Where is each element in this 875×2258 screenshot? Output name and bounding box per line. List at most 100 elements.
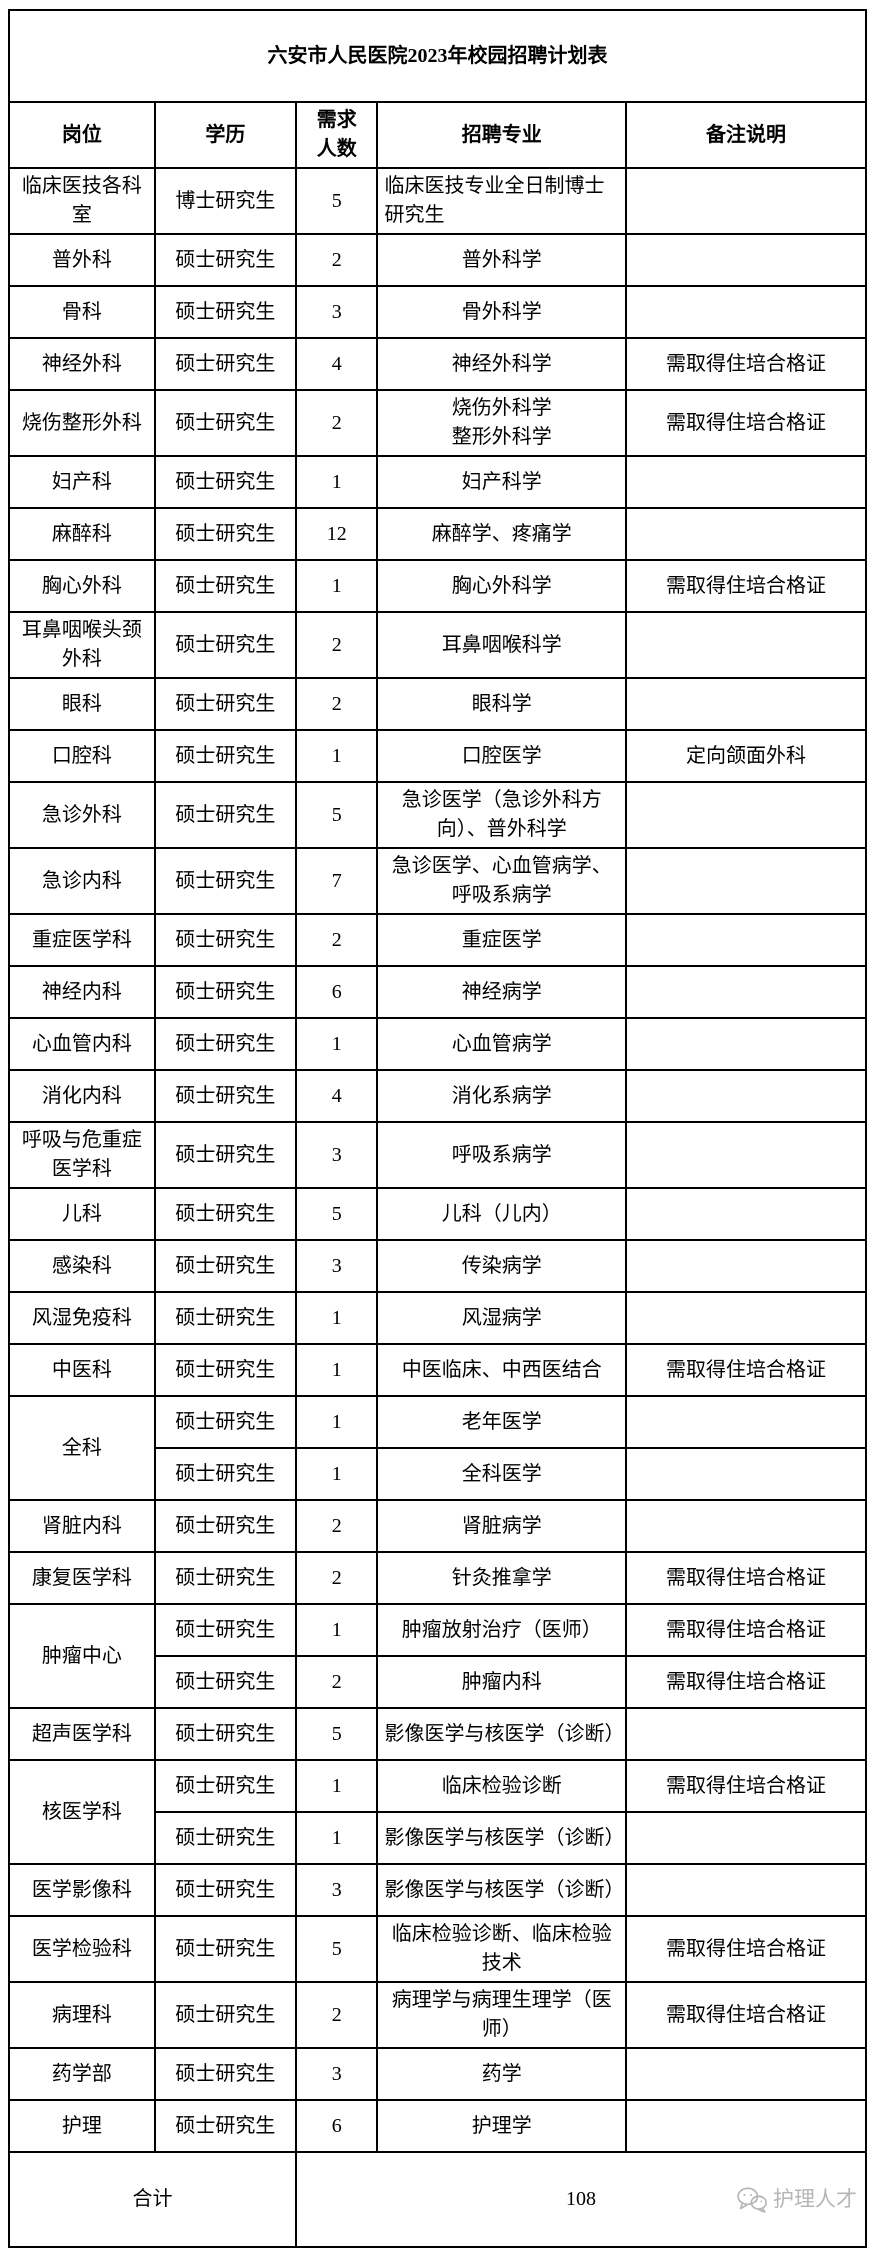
position-cell: 儿科 [8, 1187, 156, 1241]
count-cell: 2 [295, 611, 379, 679]
count-cell: 7 [295, 847, 379, 915]
education-cell: 硕士研究生 [153, 1395, 298, 1449]
education-cell: 硕士研究生 [153, 1499, 298, 1553]
major-cell: 病理学与病理生理学（医师） [376, 1981, 627, 2049]
education-cell: 硕士研究生 [153, 1551, 298, 1605]
major-cell: 影像医学与核医学（诊断） [376, 1707, 627, 1761]
header-major: 招聘专业 [376, 101, 627, 169]
position-cell: 心血管内科 [8, 1017, 156, 1071]
education-cell: 硕士研究生 [153, 285, 298, 339]
note-cell [625, 507, 867, 561]
count-cell: 5 [295, 1187, 379, 1241]
count-cell: 5 [295, 1707, 379, 1761]
major-cell: 神经外科学 [376, 337, 627, 391]
table-row: 全科 硕士研究生 1 老年医学 [8, 1395, 867, 1501]
education-cell: 硕士研究生 [153, 233, 298, 287]
education-cell: 硕士研究生 [153, 1069, 298, 1123]
education-cell: 硕士研究生 [153, 1017, 298, 1071]
position-cell: 普外科 [8, 233, 156, 287]
count-cell: 2 [295, 1981, 379, 2049]
education-cell: 硕士研究生 [153, 2047, 298, 2101]
note-cell [625, 285, 867, 339]
position-cell: 护理 [8, 2099, 156, 2153]
footer-total-value: 108 [566, 2188, 597, 2210]
education-cell: 硕士研究生 [153, 1655, 298, 1709]
count-cell: 1 [295, 1395, 379, 1449]
page-title: 六安市人民医院2023年校园招聘计划表 [8, 9, 867, 103]
note-cell [625, 1121, 867, 1189]
note-cell [625, 2047, 867, 2101]
position-cell: 急诊外科 [8, 781, 156, 849]
count-cell: 6 [295, 2099, 379, 2153]
count-cell: 4 [295, 337, 379, 391]
table-row: 胸心外科 硕士研究生 1 胸心外科学 需取得住培合格证 [8, 559, 867, 613]
note-cell [625, 2099, 867, 2153]
table-row: 骨科 硕士研究生 3 骨外科学 [8, 285, 867, 339]
table-row: 硕士研究生 2 肿瘤内科 需取得住培合格证 [9, 1655, 867, 1709]
major-cell: 中医临床、中西医结合 [376, 1343, 627, 1397]
education-cell: 硕士研究生 [153, 1187, 298, 1241]
major-cell: 普外科学 [376, 233, 627, 287]
position-cell: 烧伤整形外科 [8, 389, 156, 457]
count-cell: 1 [295, 559, 379, 613]
note-cell [625, 781, 867, 849]
count-cell: 1 [295, 1291, 379, 1345]
note-cell [625, 1395, 867, 1449]
education-cell: 硕士研究生 [153, 1447, 298, 1501]
count-cell: 5 [295, 167, 379, 235]
note-cell: 需取得住培合格证 [625, 1551, 867, 1605]
major-cell: 口腔医学 [376, 729, 627, 783]
major-cell: 烧伤外科学 整形外科学 [376, 389, 627, 457]
note-cell: 需取得住培合格证 [625, 559, 867, 613]
table-row: 急诊外科 硕士研究生 5 急诊医学（急诊外科方向）、普外科学 [8, 781, 867, 849]
education-cell: 硕士研究生 [153, 965, 298, 1019]
table-row: 神经内科 硕士研究生 6 神经病学 [8, 965, 867, 1019]
table-row: 病理科 硕士研究生 2 病理学与病理生理学（医师） 需取得住培合格证 [8, 1981, 867, 2049]
position-cell: 神经外科 [8, 337, 156, 391]
position-cell: 康复医学科 [8, 1551, 156, 1605]
major-cell: 护理学 [376, 2099, 627, 2153]
header-position: 岗位 [8, 101, 156, 169]
table-row: 医学检验科 硕士研究生 5 临床检验诊断、临床检验技术 需取得住培合格证 [8, 1915, 867, 1983]
count-cell: 3 [295, 1239, 379, 1293]
table-row: 肾脏内科 硕士研究生 2 肾脏病学 [8, 1499, 867, 1553]
table-row: 临床医技各科室 博士研究生 5 临床医技专业全日制博士研究生 [8, 167, 867, 235]
footer-row: 合计 108 护理人才 [7, 2151, 867, 2248]
header-row: 岗位 学历 需求 人数 招聘专业 备注说明 [8, 101, 867, 169]
table-row: 烧伤整形外科 硕士研究生 2 烧伤外科学 整形外科学 需取得住培合格证 [8, 389, 867, 457]
table-row: 麻醉科 硕士研究生 12 麻醉学、疼痛学 [8, 507, 867, 561]
count-cell: 2 [295, 233, 379, 287]
position-cell: 中医科 [8, 1343, 156, 1397]
header-education: 学历 [153, 101, 298, 169]
position-cell: 感染科 [8, 1239, 156, 1293]
position-cell: 临床医技各科室 [8, 167, 156, 235]
count-cell: 2 [295, 677, 379, 731]
education-cell: 硕士研究生 [153, 1915, 298, 1983]
count-cell: 2 [295, 1655, 379, 1709]
count-cell: 1 [295, 1447, 379, 1501]
table-row: 护理 硕士研究生 6 护理学 [8, 2099, 867, 2153]
note-cell [625, 1447, 867, 1501]
education-cell: 硕士研究生 [153, 611, 298, 679]
position-cell: 医学检验科 [8, 1915, 156, 1983]
position-cell: 风湿免疫科 [8, 1291, 156, 1345]
count-cell: 1 [295, 1017, 379, 1071]
education-cell: 硕士研究生 [153, 389, 298, 457]
position-cell: 重症医学科 [8, 913, 156, 967]
note-cell [625, 167, 867, 235]
note-cell [625, 913, 867, 967]
position-cell: 骨科 [8, 285, 156, 339]
education-cell: 硕士研究生 [153, 781, 298, 849]
note-cell [625, 1187, 867, 1241]
note-cell [625, 847, 867, 915]
education-cell: 硕士研究生 [153, 1291, 298, 1345]
position-cell: 药学部 [8, 2047, 156, 2101]
note-cell [625, 1239, 867, 1293]
note-cell [625, 1017, 867, 1071]
major-cell: 呼吸系病学 [376, 1121, 627, 1189]
count-cell: 1 [295, 1603, 379, 1657]
education-cell: 硕士研究生 [153, 847, 298, 915]
table-row: 重症医学科 硕士研究生 2 重症医学 [8, 913, 867, 967]
recruitment-table: 六安市人民医院2023年校园招聘计划表 岗位 学历 需求 人数 招聘专业 备注说… [7, 9, 867, 2248]
position-cell: 口腔科 [8, 729, 156, 783]
